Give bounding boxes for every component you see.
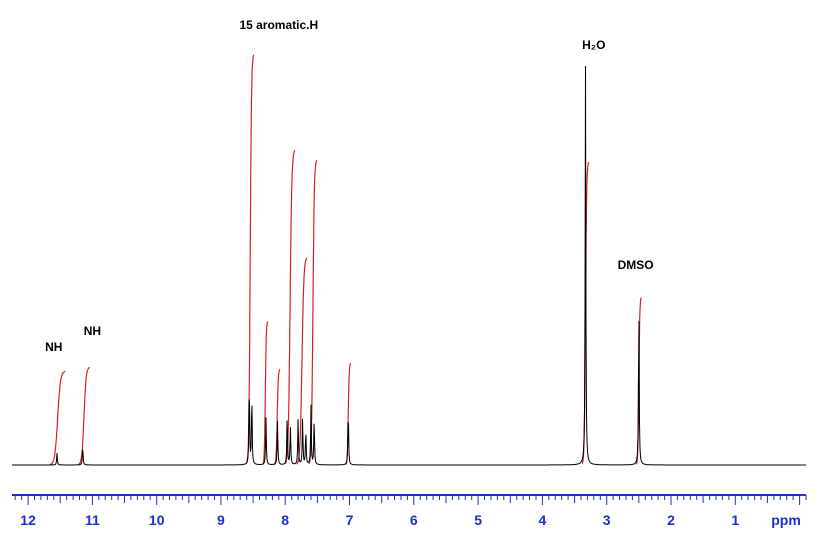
annotation-water: H₂O: [582, 38, 605, 52]
x-axis: 12 11 10 9 8 7 6 5 4 3 2 1 ppm: [12, 494, 807, 528]
integral-curve: [345, 362, 352, 466]
annotation-dmso: DMSO: [618, 258, 654, 272]
annotation-nh-2: NH: [84, 324, 101, 338]
annotation-nh-1: NH: [45, 340, 62, 354]
x-tick-label: 3: [603, 512, 611, 528]
integral-curve: [284, 149, 296, 465]
x-tick-label: 9: [217, 512, 225, 528]
integral-curve: [296, 257, 308, 465]
integral-curve: [78, 366, 90, 466]
x-tick-label: 4: [539, 512, 547, 528]
x-axis-minor-ticks: [14, 495, 807, 505]
peak-annotations: NH NH 15 aromatic.H H₂O DMSO: [45, 18, 653, 354]
x-axis-tick-labels: 12 11 10 9 8 7 6 5 4 3 2 1: [20, 512, 739, 528]
integral-curve: [49, 370, 66, 466]
integral-curve: [308, 159, 318, 465]
x-axis-unit-label: ppm: [771, 512, 801, 528]
x-tick-label: 12: [20, 512, 36, 528]
x-tick-label: 5: [474, 512, 482, 528]
x-tick-label: 1: [731, 512, 739, 528]
x-tick-label: 11: [85, 512, 100, 528]
x-tick-label: 8: [281, 512, 289, 528]
spectrum-trace: [12, 65, 806, 466]
annotation-aromatic-h: 15 aromatic.H: [239, 18, 318, 32]
x-tick-label: 2: [667, 512, 675, 528]
x-tick-label: 7: [346, 512, 354, 528]
x-tick-label: 6: [410, 512, 418, 528]
integral-curve: [262, 321, 269, 465]
integral-curves: [49, 54, 642, 466]
integral-curve: [246, 54, 255, 464]
x-tick-label: 10: [149, 512, 165, 528]
